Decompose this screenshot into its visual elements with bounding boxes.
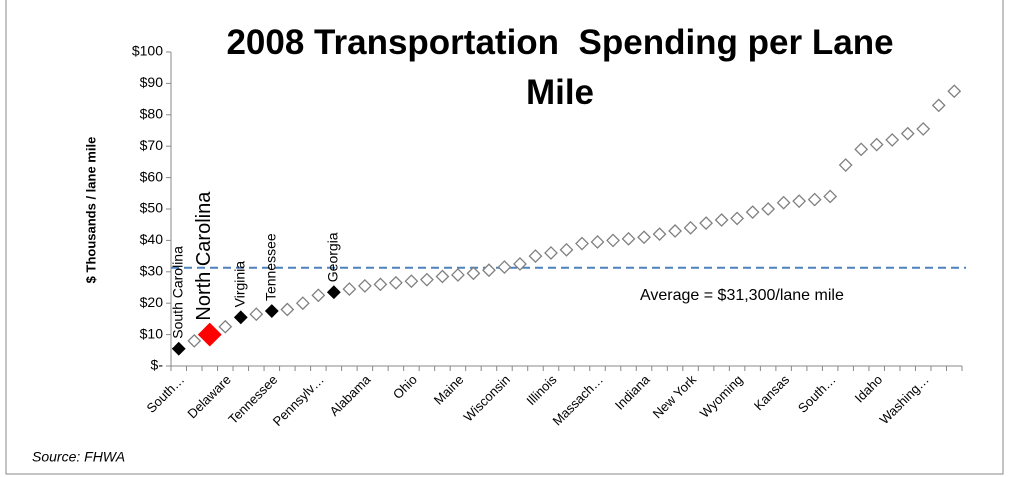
point [575, 236, 589, 251]
point [435, 269, 450, 284]
point [373, 277, 388, 292]
point [295, 296, 310, 311]
point-label: North Carolina [193, 191, 215, 321]
point [807, 192, 822, 207]
point [311, 288, 326, 303]
point [280, 302, 295, 317]
point [606, 233, 620, 248]
point [513, 257, 527, 271]
point [342, 282, 357, 296]
point [187, 333, 202, 348]
point [528, 249, 543, 264]
point [714, 213, 729, 227]
x-tick-label: Kansas [751, 372, 793, 414]
y-axis-label: $ Thousands / lane mile [83, 137, 98, 284]
point [544, 246, 558, 260]
x-tick-label: South… [795, 372, 839, 416]
y-tick-label: $- [151, 357, 164, 373]
point [730, 211, 745, 226]
point [451, 268, 465, 282]
y-tick-label: $20 [140, 294, 164, 310]
point [590, 235, 605, 249]
point [869, 137, 884, 152]
point [823, 189, 838, 204]
point-label: Tennessee [263, 233, 279, 301]
y-tick-label: $30 [140, 263, 164, 279]
point [419, 272, 434, 287]
x-tick-label: Pennsylv… [270, 372, 327, 429]
point [652, 227, 667, 242]
x-tick-label: Washing… [877, 372, 932, 427]
point-label: Virginia [231, 261, 247, 308]
x-tick-label: South… [143, 372, 187, 416]
x-tick-label: Indiana [612, 371, 653, 412]
point [621, 231, 636, 246]
y-tick-label: $10 [140, 325, 164, 341]
point [683, 220, 698, 235]
point [854, 142, 869, 157]
point [668, 224, 682, 238]
x-tick-label: Idaho [852, 372, 886, 406]
chart-title: 2008 Transportation Spending per Lane Mi… [226, 23, 904, 112]
point [218, 319, 233, 334]
point [559, 242, 574, 257]
point-label: South Carolina [169, 246, 185, 339]
source: Source: FHWA [32, 449, 125, 465]
point [264, 304, 279, 318]
x-tick-label: Alabama [327, 371, 374, 418]
point [792, 194, 807, 209]
point [900, 126, 915, 141]
reference-label: Average = $31,300/lane mile [640, 287, 844, 304]
x-tick-label: Illinois [523, 372, 560, 409]
point [171, 341, 186, 356]
point [357, 279, 372, 293]
point [497, 260, 512, 275]
point [637, 230, 651, 245]
point [233, 310, 248, 325]
point [916, 122, 931, 136]
point [947, 84, 962, 99]
point [931, 98, 946, 113]
x-tick-label: Maine [431, 372, 467, 408]
y-tick-label: $40 [140, 231, 164, 247]
x-tick-label: New York [650, 372, 700, 422]
chart-frame [5, 0, 1004, 475]
point [326, 285, 341, 300]
point [745, 205, 760, 220]
point [885, 133, 900, 147]
y-tick-label: $70 [140, 137, 164, 153]
x-tick-label: Wisconsin [461, 372, 514, 425]
y-tick-label: $90 [140, 74, 164, 90]
point [776, 195, 791, 210]
point [838, 158, 853, 172]
point [249, 307, 264, 322]
y-tick-label: $50 [140, 200, 164, 216]
point [482, 263, 496, 278]
point-label: Georgia [325, 232, 341, 282]
y-tick-label: $60 [140, 168, 164, 184]
point [197, 322, 222, 347]
x-tick-label: Wyoming [697, 372, 746, 421]
x-tick-label: Ohio [390, 372, 420, 402]
point [404, 274, 419, 289]
x-tick-label: Massach… [549, 372, 606, 429]
point [699, 216, 714, 231]
point [761, 202, 776, 216]
point [466, 266, 481, 281]
point [388, 275, 403, 290]
y-tick-label: $100 [132, 43, 163, 59]
y-tick-label: $80 [140, 106, 164, 122]
